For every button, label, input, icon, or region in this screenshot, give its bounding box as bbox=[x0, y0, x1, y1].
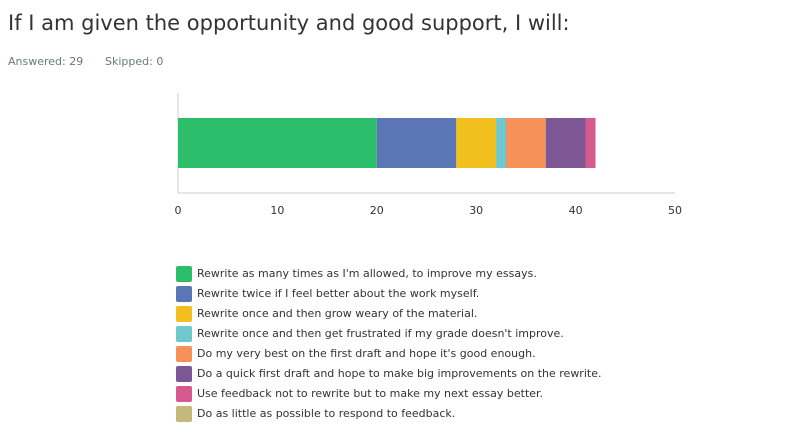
answered-count: Answered: 29 bbox=[8, 55, 83, 68]
legend-swatch bbox=[176, 406, 192, 422]
x-tick-label: 0 bbox=[175, 204, 182, 217]
legend-swatch bbox=[176, 266, 192, 282]
bar-segment bbox=[376, 118, 457, 168]
legend-label: Use feedback not to rewrite but to make … bbox=[197, 387, 543, 400]
legend-label: Rewrite once and then grow weary of the … bbox=[197, 307, 477, 320]
legend-label: Do my very best on the first draft and h… bbox=[197, 347, 536, 360]
x-tick-label: 40 bbox=[569, 204, 583, 217]
bar-segment bbox=[585, 118, 596, 168]
chart-title: If I am given the opportunity and good s… bbox=[8, 11, 570, 35]
skipped-count: Skipped: 0 bbox=[105, 55, 163, 68]
bar-segment bbox=[545, 118, 586, 168]
x-tick-label: 50 bbox=[668, 204, 682, 217]
legend-label: Do as little as possible to respond to f… bbox=[197, 407, 455, 420]
x-tick-label: 20 bbox=[370, 204, 384, 217]
bar-segment bbox=[496, 118, 507, 168]
bar-segment bbox=[506, 118, 546, 168]
legend-swatch bbox=[176, 386, 192, 402]
x-tick-label: 30 bbox=[469, 204, 483, 217]
legend-swatch bbox=[176, 366, 192, 382]
legend-swatch bbox=[176, 326, 192, 342]
x-tick-label: 10 bbox=[270, 204, 284, 217]
legend-label: Rewrite twice if I feel better about the… bbox=[197, 287, 479, 300]
legend-label: Do a quick first draft and hope to make … bbox=[197, 367, 601, 380]
legend-label: Rewrite as many times as I'm allowed, to… bbox=[197, 267, 537, 280]
bar-segment bbox=[178, 118, 377, 168]
legend-swatch bbox=[176, 306, 192, 322]
legend-swatch bbox=[176, 346, 192, 362]
legend-swatch bbox=[176, 286, 192, 302]
legend-label: Rewrite once and then get frustrated if … bbox=[197, 327, 564, 340]
bar-segment bbox=[456, 118, 497, 168]
